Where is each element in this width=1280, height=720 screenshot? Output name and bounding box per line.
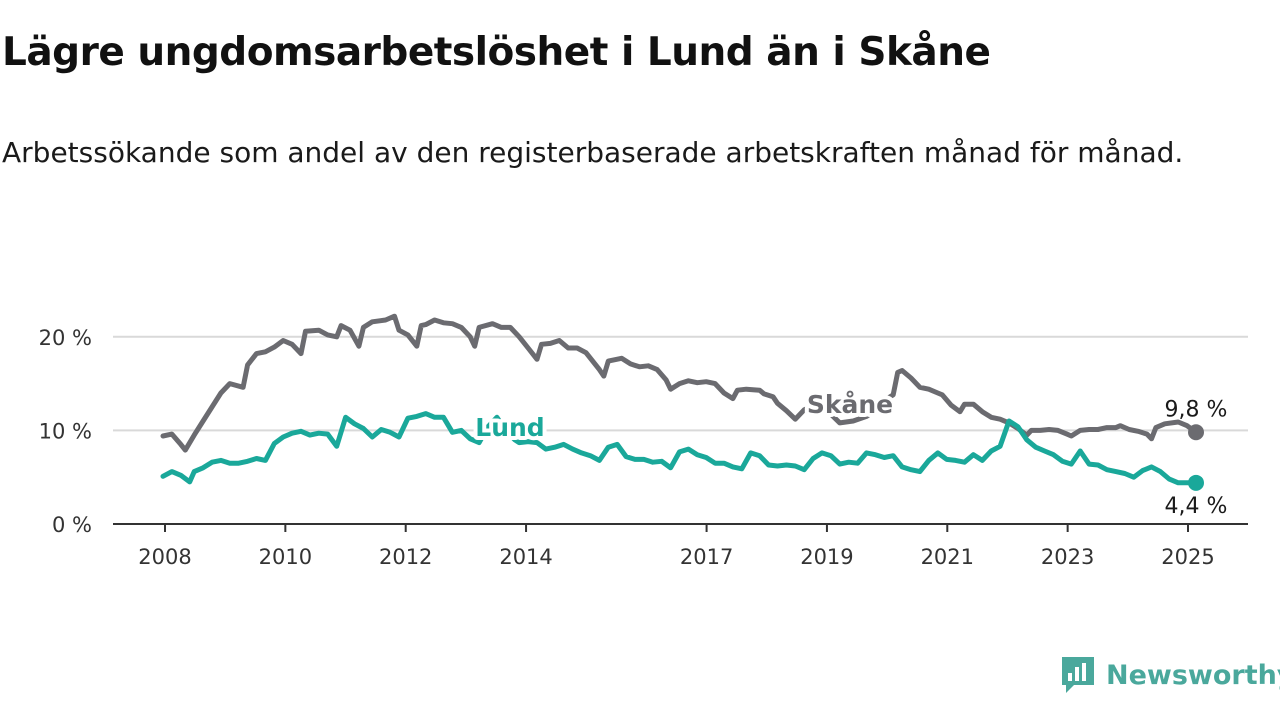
x-tick-label: 2012	[379, 545, 432, 569]
x-tick-label: 2019	[800, 545, 853, 569]
x-axis-ticks: 2008 2010 2012 2014 2017 2019 2021 2023 2025	[138, 524, 1215, 569]
x-tick-label: 2021	[921, 545, 974, 569]
brand: Newsworthy	[1060, 655, 1280, 695]
x-tick-label: 2017	[680, 545, 733, 569]
end-label-lund: 4,4 %	[1165, 494, 1228, 519]
end-label-skåne: 9,8 %	[1165, 397, 1228, 422]
x-tick-label: 2023	[1041, 545, 1094, 569]
series-line-skåne	[160, 313, 1199, 453]
x-tick-label: 2025	[1161, 545, 1214, 569]
y-tick-label: 10 %	[39, 419, 92, 443]
chart-subtitle: Arbetssökande som andel av den registerb…	[2, 136, 1184, 169]
x-tick-label: 2010	[259, 545, 312, 569]
series-label-halo: Lund	[475, 413, 544, 442]
series-lines	[160, 313, 1204, 491]
end-point-lund	[1188, 474, 1204, 491]
series-line-lund	[160, 411, 1199, 486]
end-point-skåne	[1188, 424, 1204, 441]
newsworthy-logo-icon	[1062, 657, 1094, 693]
series-label-skåne: Skåne	[807, 390, 893, 419]
series-label-halo: Skåne	[807, 390, 893, 419]
y-tick-label: 0 %	[52, 513, 92, 537]
chart-title: Lägre ungdomsarbetslöshet i Lund än i Sk…	[2, 30, 991, 75]
y-axis-ticks: 0 % 10 % 20 %	[39, 326, 92, 537]
x-tick-label: 2014	[499, 545, 552, 569]
y-tick-label: 20 %	[39, 326, 92, 350]
x-tick-label: 2008	[138, 545, 191, 569]
brand-name: Newsworthy	[1106, 659, 1280, 691]
series-label-lund: Lund	[475, 413, 544, 442]
